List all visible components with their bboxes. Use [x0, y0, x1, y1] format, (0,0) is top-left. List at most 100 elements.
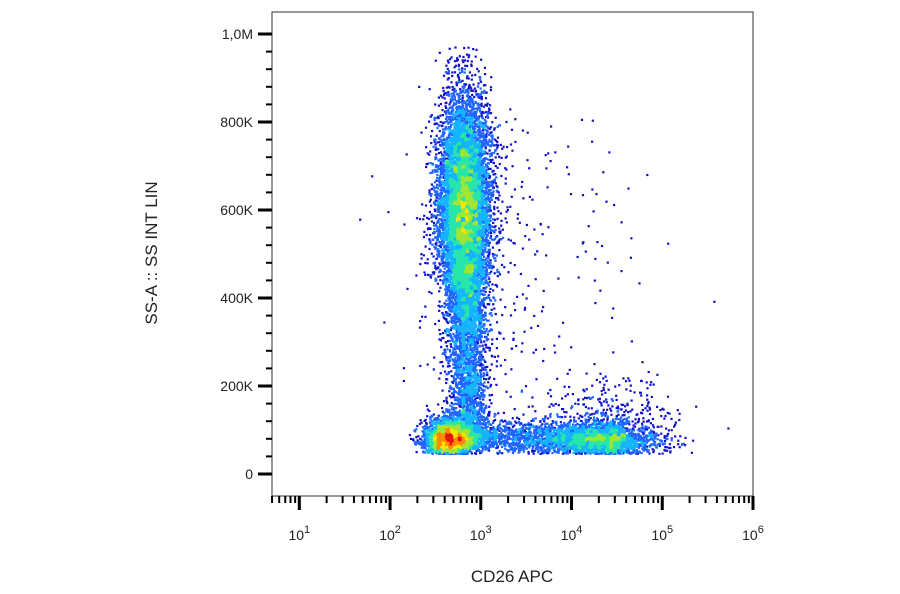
data-point	[447, 287, 450, 290]
data-point	[492, 231, 495, 234]
data-point	[491, 185, 494, 188]
data-point	[433, 181, 436, 184]
data-point	[434, 264, 437, 267]
data-point	[497, 210, 500, 213]
data-point	[430, 142, 433, 145]
data-point	[432, 255, 435, 258]
data-point	[492, 229, 495, 232]
data-point	[491, 142, 494, 145]
data-point	[493, 179, 496, 182]
data-point	[482, 241, 485, 245]
data-point	[441, 121, 445, 124]
data-point	[490, 198, 493, 201]
data-point	[459, 80, 462, 84]
data-point	[426, 258, 429, 261]
data-point	[475, 93, 478, 96]
data-point	[477, 178, 480, 181]
data-point	[439, 279, 442, 282]
data-point	[500, 174, 503, 178]
data-point	[485, 111, 488, 114]
data-point	[429, 135, 433, 138]
data-point	[424, 126, 428, 129]
data-point	[441, 109, 444, 112]
data-point	[439, 286, 442, 289]
data-point	[458, 366, 461, 369]
data-point	[429, 115, 432, 118]
data-point	[485, 177, 488, 181]
data-point	[450, 123, 453, 127]
data-point	[415, 274, 418, 277]
data-point	[424, 204, 428, 207]
data-point	[480, 98, 483, 101]
data-point	[434, 190, 437, 193]
data-point	[431, 243, 434, 246]
data-point	[482, 105, 486, 108]
data-point	[488, 149, 491, 152]
data-point	[448, 47, 451, 50]
data-point	[433, 188, 436, 192]
data-point	[452, 92, 455, 95]
data-point	[491, 121, 494, 124]
data-point	[449, 101, 452, 104]
data-point	[444, 259, 447, 262]
data-point	[488, 140, 491, 143]
data-point	[473, 95, 476, 99]
data-point	[435, 179, 438, 182]
data-point	[428, 189, 431, 192]
data-point	[454, 46, 457, 49]
data-point	[470, 78, 473, 81]
data-point	[451, 107, 454, 110]
data-points	[359, 46, 730, 456]
data-point	[450, 370, 453, 373]
data-point	[450, 308, 453, 311]
data-point	[500, 263, 504, 266]
data-point	[474, 73, 477, 77]
data-point	[457, 73, 460, 77]
data-point	[493, 201, 496, 204]
data-point	[444, 71, 447, 74]
data-point	[422, 254, 425, 257]
data-point	[443, 261, 446, 264]
data-point	[443, 248, 446, 251]
data-point	[489, 155, 492, 158]
data-point	[443, 158, 446, 161]
data-point	[498, 273, 502, 276]
data-point	[430, 193, 433, 196]
data-point	[431, 271, 434, 274]
data-point	[502, 254, 505, 257]
data-point	[427, 217, 431, 220]
data-point	[433, 271, 436, 274]
data-point	[448, 309, 451, 312]
data-point	[458, 78, 461, 82]
data-point	[420, 131, 423, 134]
data-point	[442, 144, 446, 147]
data-point	[439, 305, 442, 308]
data-point	[435, 134, 438, 137]
data-point	[456, 114, 459, 117]
data-point	[461, 67, 464, 70]
data-point	[495, 254, 498, 257]
data-point	[477, 305, 480, 308]
data-point	[455, 130, 458, 133]
data-point	[474, 131, 478, 134]
data-point	[478, 96, 481, 99]
data-point	[480, 58, 483, 61]
data-point	[463, 47, 466, 50]
data-point	[462, 55, 465, 59]
data-point	[492, 218, 495, 221]
data-point	[444, 341, 448, 344]
data-point	[443, 155, 446, 158]
data-point	[435, 153, 438, 156]
data-point	[453, 66, 456, 69]
data-point	[442, 204, 445, 207]
data-point	[435, 146, 438, 149]
data-point	[439, 102, 442, 106]
data-point	[491, 158, 494, 161]
data-point	[420, 257, 423, 260]
data-point	[434, 214, 437, 218]
data-point	[439, 114, 442, 117]
data-point	[430, 183, 433, 186]
data-point	[444, 102, 447, 105]
data-point	[448, 94, 451, 97]
data-point	[476, 85, 479, 88]
